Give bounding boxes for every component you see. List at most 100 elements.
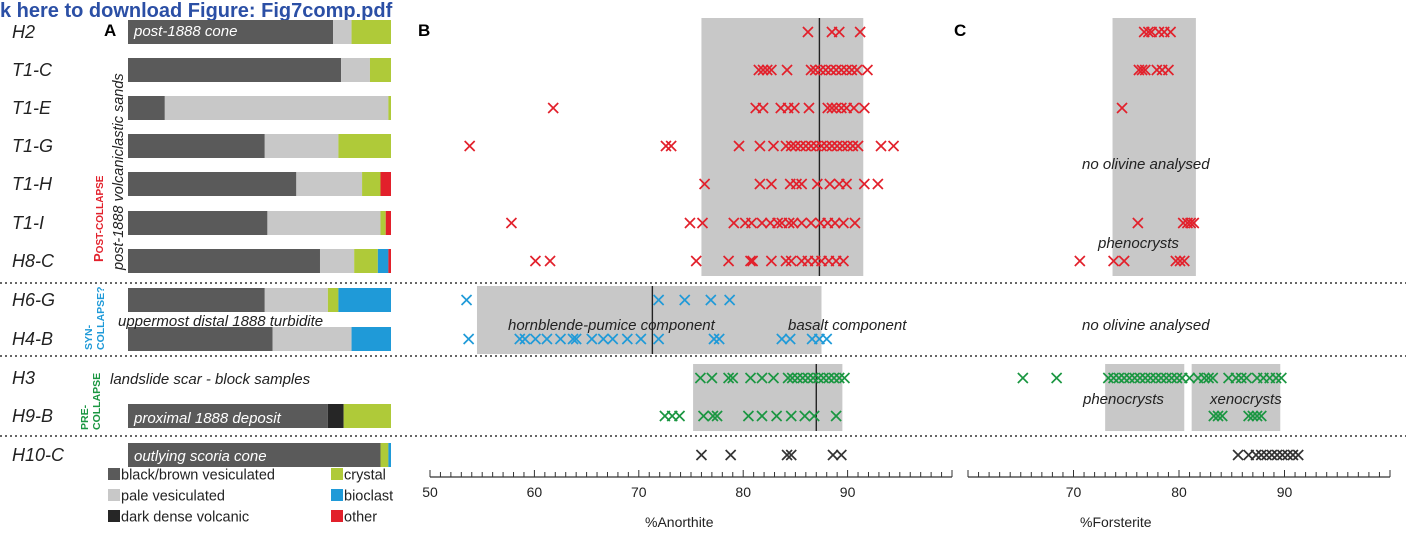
data-point (722, 372, 735, 384)
data-point (795, 140, 807, 152)
legend-label: other (344, 510, 377, 526)
data-point (805, 140, 817, 152)
data-point (787, 217, 799, 229)
bar-segment (380, 211, 386, 235)
data-point (1129, 372, 1141, 384)
annotation-hornblende: hornblende-pumice component (508, 317, 716, 334)
data-point (711, 410, 723, 422)
data-point (1074, 255, 1086, 267)
data-point (782, 372, 794, 384)
x-tick-label: 60 (527, 484, 543, 500)
data-point (679, 294, 691, 306)
data-point (847, 140, 859, 152)
data-point (713, 333, 725, 345)
data-point (733, 140, 745, 152)
data-point (696, 217, 709, 229)
legend-swatch (108, 468, 120, 480)
bar-segment (128, 249, 320, 273)
data-point (570, 333, 582, 345)
data-point (695, 449, 708, 461)
sample-label: H2 (12, 22, 35, 42)
data-point (754, 140, 766, 152)
data-point (1270, 372, 1282, 384)
shaded-ranges (476, 18, 1281, 431)
sample-label: H4-B (12, 329, 53, 349)
data-point (1247, 410, 1259, 422)
data-point (597, 333, 609, 345)
data-point (1178, 255, 1190, 267)
data-point (823, 372, 835, 384)
group-label-post-collapse: POST-COLLAPSE (91, 175, 106, 262)
bar-segment (128, 134, 265, 158)
data-point (829, 217, 841, 229)
legend-swatch (331, 489, 343, 501)
data-point (722, 255, 735, 267)
data-point (837, 217, 850, 229)
data-point (756, 372, 768, 384)
data-point (1243, 410, 1255, 422)
data-point (1292, 449, 1304, 461)
data-point (761, 64, 773, 76)
data-point (754, 178, 766, 190)
data-point (547, 102, 559, 114)
data-point (1207, 372, 1219, 384)
bar-segment (388, 96, 391, 120)
legend-swatch (108, 489, 120, 501)
download-link[interactable]: k here to download Figure: Fig7comp.pdf (0, 0, 393, 22)
data-point (1287, 449, 1299, 461)
data-point (809, 64, 821, 76)
data-point (835, 449, 847, 461)
annotation-phenocrysts-pre: phenocrysts (1082, 391, 1164, 408)
bar-segment (388, 443, 391, 467)
shaded-range (1112, 18, 1196, 276)
data-point (785, 410, 797, 422)
data-point (1183, 372, 1196, 384)
data-point (1198, 372, 1210, 384)
data-point (785, 255, 797, 267)
data-point (1232, 449, 1244, 461)
data-point (1251, 410, 1263, 422)
data-point (772, 217, 784, 229)
data-point (851, 64, 863, 76)
data-point (554, 333, 567, 345)
data-point (1051, 372, 1063, 384)
data-point (1166, 372, 1178, 384)
data-point (1275, 372, 1287, 384)
data-point (835, 64, 847, 76)
bar-segment (369, 58, 391, 82)
data-point (1017, 372, 1029, 384)
data-point (1123, 372, 1136, 384)
x-tick-label: 70 (631, 484, 647, 500)
data-point (796, 178, 808, 190)
data-point (1202, 372, 1215, 384)
data-point (783, 217, 795, 229)
data-point (827, 449, 839, 461)
data-point (673, 410, 686, 422)
data-point (1151, 64, 1163, 76)
data-point (1170, 255, 1182, 267)
data-point (690, 255, 702, 267)
data-point (833, 372, 845, 384)
data-point (826, 140, 838, 152)
x-tick-label: 90 (1277, 484, 1293, 500)
bar-segment (341, 58, 370, 82)
bar-segment (264, 288, 328, 312)
data-point (621, 333, 633, 345)
bar-segment (333, 20, 352, 44)
data-point (1162, 64, 1175, 76)
data-point (725, 449, 737, 461)
sample-label: H10-C (12, 445, 65, 465)
data-point (1255, 410, 1267, 422)
bar-segment (377, 249, 389, 273)
data-point (742, 410, 755, 422)
shaded-range (476, 286, 822, 354)
data-point (811, 178, 823, 190)
annotation-xenocrysts: xenocrysts (1209, 391, 1282, 408)
data-point (728, 217, 740, 229)
data-point (1142, 26, 1155, 38)
data-point (861, 64, 874, 76)
bar-segment (128, 20, 334, 44)
data-point (765, 178, 777, 190)
sample-label: T1-G (12, 136, 53, 156)
